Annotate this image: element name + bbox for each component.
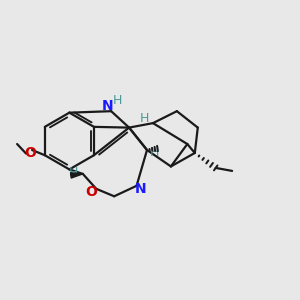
- Text: O: O: [85, 185, 97, 199]
- Text: N: N: [102, 99, 113, 113]
- Text: H: H: [150, 146, 159, 160]
- Polygon shape: [70, 173, 83, 178]
- Text: H: H: [139, 112, 149, 125]
- Text: O: O: [25, 146, 37, 160]
- Text: N: N: [134, 182, 146, 196]
- Text: H: H: [69, 166, 79, 179]
- Text: H: H: [113, 94, 122, 107]
